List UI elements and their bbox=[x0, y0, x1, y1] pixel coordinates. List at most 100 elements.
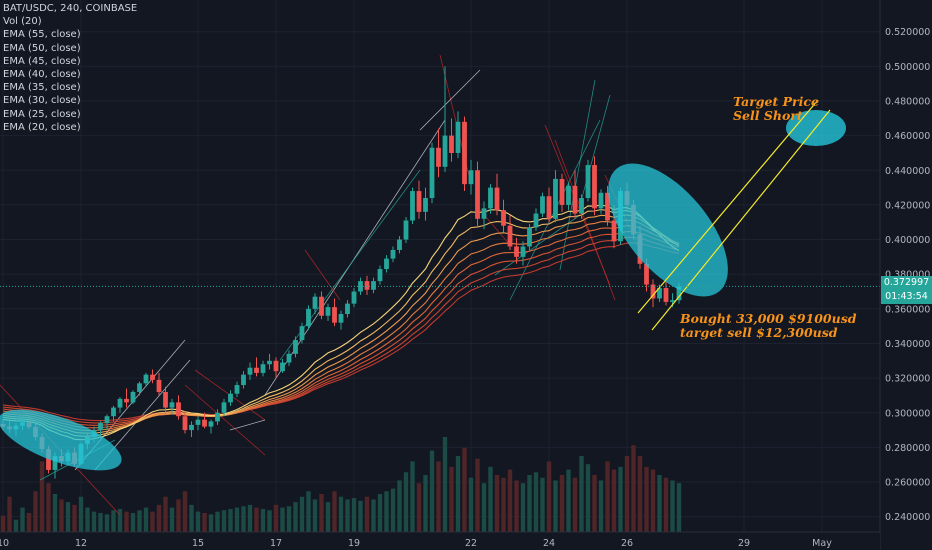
time-axis[interactable]: 10 12 15 17 19 22 24 26 29 May bbox=[0, 531, 880, 550]
ema-line-25 bbox=[2, 209, 680, 437]
volume-bar bbox=[384, 491, 389, 532]
candle bbox=[507, 215, 513, 250]
candle bbox=[124, 388, 129, 408]
time-tick-label: 29 bbox=[738, 538, 750, 549]
candle bbox=[442, 66, 448, 173]
ema-20-label[interactable]: EMA (20, close) bbox=[3, 121, 81, 133]
candle-body bbox=[598, 192, 604, 209]
volume-bar bbox=[156, 504, 162, 532]
volume-bar bbox=[345, 499, 350, 532]
candle bbox=[553, 170, 558, 223]
volume-bar bbox=[228, 508, 233, 532]
candle-body bbox=[533, 213, 539, 228]
target-price-annotation[interactable]: Target Price Sell Short bbox=[733, 95, 819, 123]
ema-25-label[interactable]: EMA (25, close) bbox=[3, 108, 81, 120]
volume-bar bbox=[13, 519, 19, 532]
volume-bar bbox=[39, 461, 45, 532]
candle-body bbox=[143, 374, 149, 384]
volume-bar bbox=[358, 500, 363, 532]
candle bbox=[429, 142, 435, 204]
volume-bar bbox=[46, 483, 51, 532]
candle bbox=[273, 357, 279, 379]
ema-55-label[interactable]: EMA (55, close) bbox=[3, 29, 81, 41]
candle bbox=[572, 170, 578, 219]
candle bbox=[260, 360, 266, 377]
ema-line-30 bbox=[2, 214, 680, 434]
ema-35-label[interactable]: EMA (35, close) bbox=[3, 82, 81, 94]
candle-body bbox=[338, 314, 344, 323]
time-tick-label: 26 bbox=[621, 538, 633, 549]
symbol-label[interactable]: BAT/USDC, 240, COINBASE bbox=[3, 3, 138, 14]
volume-bar bbox=[416, 483, 422, 532]
candle bbox=[117, 397, 123, 413]
volume-bar bbox=[566, 469, 571, 532]
ema-line-50 bbox=[2, 236, 680, 424]
drawing-overlays[interactable] bbox=[0, 99, 846, 483]
volume-bar bbox=[663, 477, 669, 532]
candle-body bbox=[260, 364, 266, 373]
candle bbox=[208, 419, 214, 434]
candle bbox=[377, 265, 383, 285]
volume-bar bbox=[403, 472, 409, 532]
candle-body bbox=[202, 419, 207, 427]
candle bbox=[423, 187, 428, 221]
candle bbox=[527, 223, 532, 250]
trend-line bbox=[554, 139, 616, 301]
candle-body bbox=[403, 220, 409, 240]
candle-body bbox=[234, 385, 240, 394]
price-tick-label: 0.240000 bbox=[885, 512, 930, 523]
candle bbox=[150, 369, 155, 384]
candle-body bbox=[163, 391, 168, 408]
volume-bar bbox=[611, 469, 617, 532]
volume-bar bbox=[644, 466, 649, 532]
candle bbox=[137, 381, 142, 396]
candle-body bbox=[540, 196, 545, 214]
volume-bar bbox=[72, 504, 77, 532]
candle-body bbox=[455, 121, 461, 153]
volume-bar bbox=[137, 510, 142, 532]
volume-bar bbox=[59, 499, 64, 532]
volume-bar bbox=[520, 483, 526, 532]
ema-40-label[interactable]: EMA (40, close) bbox=[3, 69, 81, 81]
candle-body bbox=[306, 308, 311, 327]
volume-bar bbox=[436, 461, 441, 532]
candle bbox=[520, 241, 526, 266]
candle-body bbox=[605, 192, 610, 221]
candle bbox=[403, 217, 409, 244]
ema-30-label[interactable]: EMA (30, close) bbox=[3, 95, 81, 107]
volume-bar bbox=[111, 510, 116, 532]
candle bbox=[104, 414, 110, 431]
volume-bar bbox=[293, 502, 298, 532]
volume-bar bbox=[637, 456, 643, 532]
candle bbox=[306, 305, 311, 330]
candle-body bbox=[507, 225, 513, 247]
candle bbox=[364, 275, 370, 295]
price-tick-label: 0.420000 bbox=[885, 200, 930, 211]
candle-body bbox=[364, 281, 370, 290]
volume-bar bbox=[377, 494, 383, 532]
price-tick-label: 0.400000 bbox=[885, 235, 930, 246]
price-axis[interactable]: 0.520000 0.500000 0.480000 0.460000 0.440000… bbox=[879, 0, 932, 550]
candle-body bbox=[228, 393, 233, 403]
bought-line-2: target sell $12,300usd bbox=[680, 325, 838, 340]
volume-indicator-label[interactable]: Vol (20) bbox=[3, 16, 42, 28]
volume-bar bbox=[7, 496, 12, 532]
candle-body bbox=[527, 227, 532, 247]
bought-annotation[interactable]: Bought 33,000 $9100usd target sell $12,3… bbox=[680, 312, 857, 340]
ema-line-40 bbox=[2, 225, 680, 429]
candle bbox=[501, 199, 506, 233]
candle bbox=[533, 208, 539, 231]
price-axis-bg bbox=[880, 0, 932, 550]
volume-bar bbox=[26, 513, 32, 532]
candle-body bbox=[644, 263, 649, 285]
ema-45-label[interactable]: EMA (45, close) bbox=[3, 55, 81, 67]
volume-bar bbox=[488, 466, 493, 532]
candle bbox=[462, 116, 467, 192]
ema-50-label[interactable]: EMA (50, close) bbox=[3, 42, 81, 54]
volume-bar bbox=[241, 506, 246, 532]
volume-bar bbox=[442, 437, 448, 532]
target-line-1: Target Price bbox=[733, 94, 819, 109]
candle bbox=[195, 416, 201, 431]
volume-bar bbox=[585, 464, 591, 532]
